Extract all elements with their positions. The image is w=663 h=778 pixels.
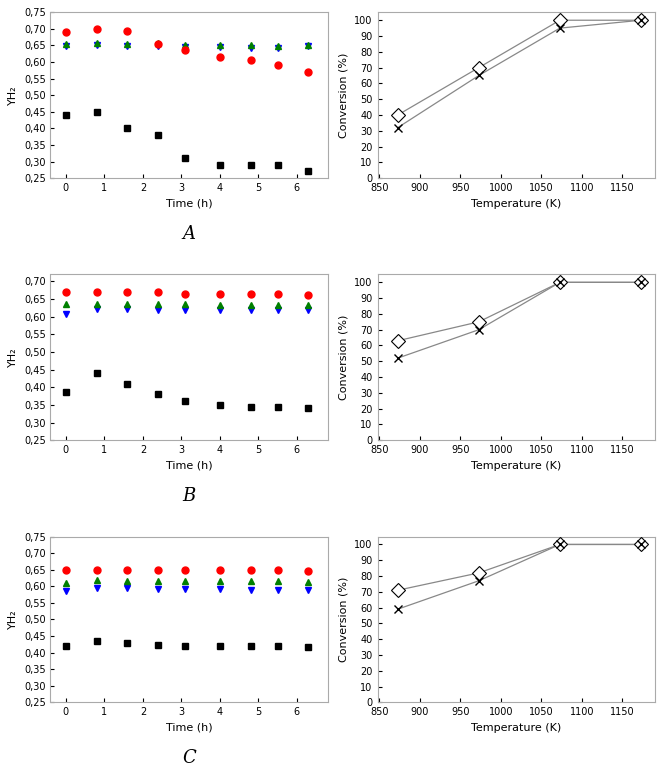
Y-axis label: YH₂: YH₂ bbox=[9, 610, 19, 629]
Text: C: C bbox=[182, 748, 196, 767]
Y-axis label: YH₂: YH₂ bbox=[9, 348, 19, 367]
Y-axis label: Conversion (%): Conversion (%) bbox=[339, 576, 349, 662]
X-axis label: Temperature (K): Temperature (K) bbox=[471, 723, 561, 733]
X-axis label: Time (h): Time (h) bbox=[166, 198, 212, 209]
Y-axis label: Conversion (%): Conversion (%) bbox=[339, 53, 349, 138]
Text: B: B bbox=[182, 486, 196, 505]
X-axis label: Temperature (K): Temperature (K) bbox=[471, 461, 561, 471]
Y-axis label: Conversion (%): Conversion (%) bbox=[339, 314, 349, 400]
X-axis label: Time (h): Time (h) bbox=[166, 723, 212, 733]
X-axis label: Temperature (K): Temperature (K) bbox=[471, 198, 561, 209]
X-axis label: Time (h): Time (h) bbox=[166, 461, 212, 471]
Text: A: A bbox=[182, 225, 196, 243]
Y-axis label: YH₂: YH₂ bbox=[9, 86, 19, 105]
